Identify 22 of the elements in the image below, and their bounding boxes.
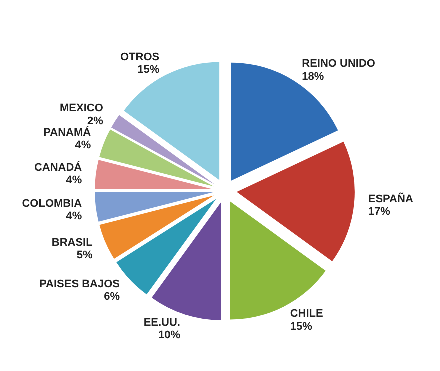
slice-label: COLOMBIA [22,198,82,210]
slice-label: EE.UU. [144,316,180,329]
slice-label: CANADÁ [34,160,82,174]
data-label: 4% [66,174,82,186]
slice-label: PANAMÁ [44,126,92,139]
data-label: 5% [76,250,94,262]
data-label: 2% [88,115,104,128]
slice-label: CHILE [290,308,324,320]
data-label: 15% [138,64,160,76]
data-label: 15% [290,320,313,333]
slice-label: MEXICO [60,102,104,115]
slice-label: BRASIL [52,236,94,249]
data-label: 10% [158,329,181,342]
slice-label: ESPAÑA [368,192,414,206]
data-label: 17% [368,206,391,218]
data-label: 4% [75,139,92,152]
data-label: 18% [302,70,324,83]
data-label: 6% [104,291,120,304]
slice-label: PAISES BAJOS [40,278,120,290]
slice-label: REINO UNIDO [302,58,376,70]
slice-label: OTROS [120,51,160,64]
data-label: 4% [66,210,82,222]
